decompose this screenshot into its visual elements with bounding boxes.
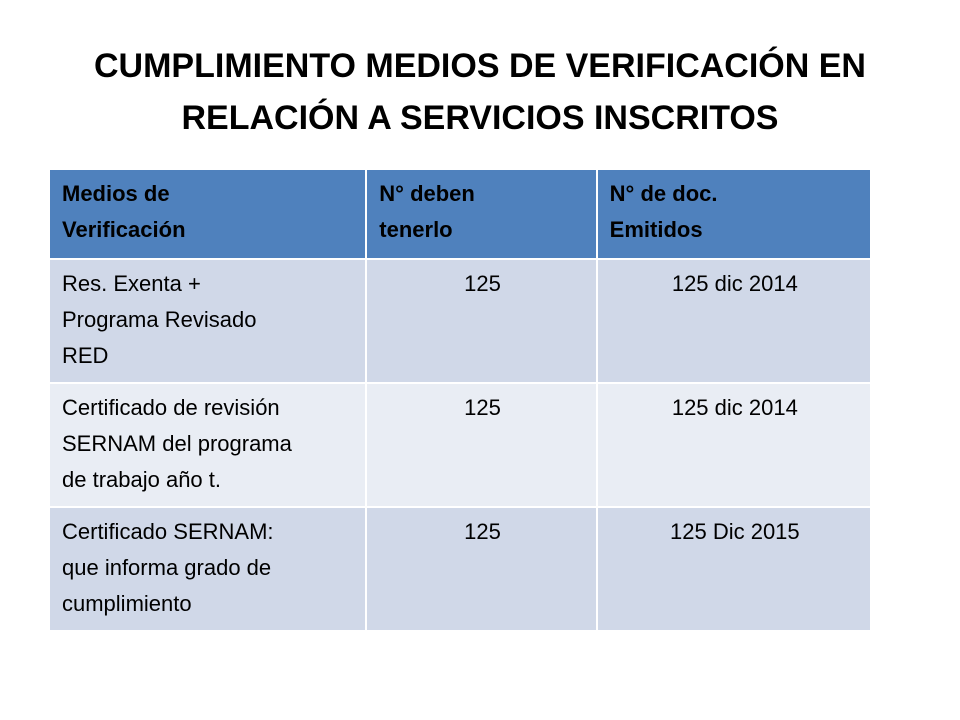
deben-tenerlo-cell: 125 [365,382,598,508]
row-label-cell: Certificado SERNAM: que informa grado de… [47,506,368,632]
header-medios-verificacion: Medios de Verificación [47,168,368,260]
page-title-line-2: RELACIÓN A SERVICIOS INSCRITOS [181,99,779,137]
row-label-line: Res. Exenta + [62,271,201,296]
row-label-cell: Res. Exenta + Programa Revisado RED [47,258,368,384]
header-medios-line-1: Medios de [62,181,170,206]
table-row: Res. Exenta + Programa Revisado RED 125 … [47,258,873,384]
table-header-row: Medios de Verificación N° deben tenerlo … [47,168,873,260]
row-label-line: SERNAM del programa [62,431,292,456]
page-title-line-1: CUMPLIMIENTO MEDIOS DE VERIFICACIÓN EN [94,47,866,85]
page-title: CUMPLIMIENTO MEDIOS DE VERIFICACIÓN EN R… [40,40,920,144]
table-row: Certificado SERNAM: que informa grado de… [47,506,873,632]
row-label-cell: Certificado de revisión SERNAM del progr… [47,382,368,508]
header-deben-tenerlo: N° deben tenerlo [365,168,598,260]
deben-tenerlo-cell: 125 [365,506,598,632]
row-label-line: RED [62,343,109,368]
row-label-line: que informa grado de [62,555,272,580]
header-doc-emitidos: N° de doc. Emitidos [595,168,873,260]
row-label-line: Programa Revisado [62,307,257,332]
deben-tenerlo-cell: 125 [365,258,598,384]
table-row: Certificado de revisión SERNAM del progr… [47,382,873,508]
header-deben-line-1: N° deben [379,181,475,206]
row-label-line: Certificado SERNAM: [62,519,274,544]
header-deben-line-2: tenerlo [379,217,453,242]
header-emitidos-line-1: N° de doc. [609,181,718,206]
verification-table: Medios de Verificación N° deben tenerlo … [47,168,873,632]
row-label-line: de trabajo año t. [62,467,222,492]
row-label-line: Certificado de revisión [62,395,280,420]
doc-emitidos-cell: 125 dic 2014 [595,258,873,384]
header-medios-line-2: Verificación [62,217,186,242]
header-emitidos-line-2: Emitidos [609,217,703,242]
doc-emitidos-cell: 125 dic 2014 [595,382,873,508]
row-label-line: cumplimiento [62,591,192,616]
doc-emitidos-cell: 125 Dic 2015 [595,506,873,632]
